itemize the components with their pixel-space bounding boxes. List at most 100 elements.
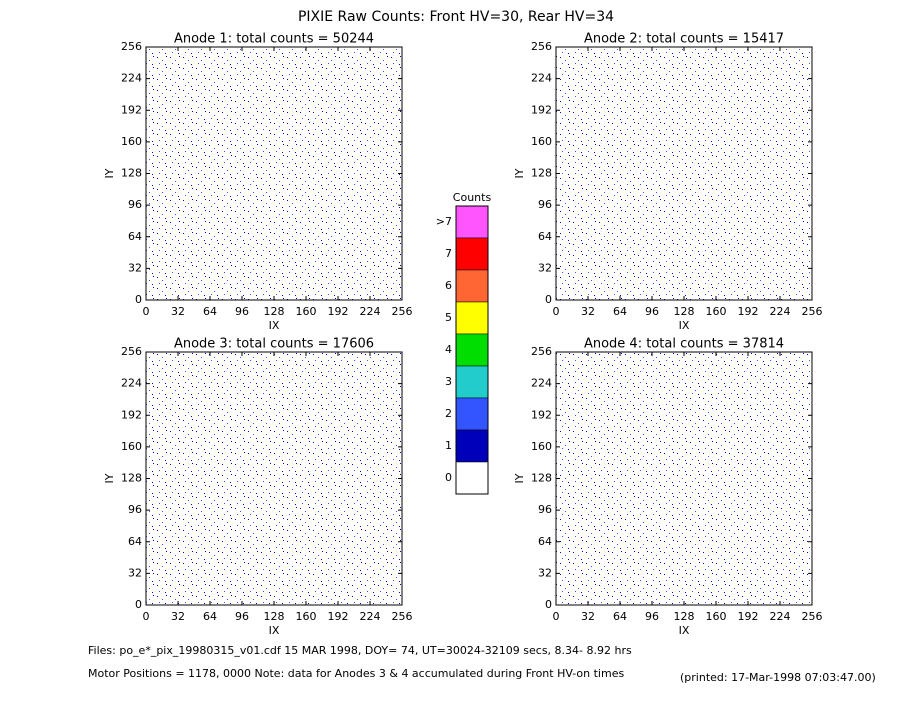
colorbar-title: Counts — [453, 191, 492, 204]
colorbar-label: 2 — [445, 407, 452, 420]
colorbar-label: 5 — [445, 311, 452, 324]
y-tick-label: 224 — [531, 72, 552, 85]
x-tick-label: 96 — [235, 610, 249, 623]
y-tick-label: 160 — [121, 135, 142, 148]
y-tick-label: 64 — [128, 535, 142, 548]
x-tick-label: 224 — [770, 610, 791, 623]
panel-title: Anode 4: total counts = 37814 — [584, 337, 784, 352]
y-tick-label: 0 — [545, 598, 552, 611]
colorbar-swatch — [455, 269, 489, 303]
x-tick-label: 160 — [296, 305, 317, 318]
y-tick-label: 160 — [531, 440, 552, 453]
y-tick-label: 192 — [121, 408, 142, 421]
footer-files: Files: po_e*_pix_19980315_v01.cdf 15 MAR… — [88, 644, 632, 657]
y-tick-label: 128 — [121, 167, 142, 180]
colorbar-swatch — [455, 461, 489, 495]
x-tick-label: 160 — [706, 305, 727, 318]
x-tick-label: 0 — [143, 305, 150, 318]
y-tick-label: 64 — [538, 535, 552, 548]
heatmap — [556, 352, 812, 605]
y-tick-label: 96 — [128, 198, 142, 211]
y-tick-label: 192 — [531, 103, 552, 116]
x-tick-label: 192 — [328, 610, 349, 623]
y-axis-label: IY — [513, 168, 526, 178]
y-tick-label: 96 — [538, 503, 552, 516]
y-tick-label: 32 — [128, 566, 142, 579]
colorbar-label: >7 — [436, 215, 452, 228]
x-axis-label: IX — [679, 624, 690, 637]
x-tick-label: 0 — [553, 610, 560, 623]
colorbar-label: 4 — [445, 343, 452, 356]
y-tick-label: 0 — [545, 293, 552, 306]
footer-printed: (printed: 17-Mar-1998 07:03:47.00) — [680, 671, 876, 684]
y-tick-label: 224 — [531, 377, 552, 390]
y-tick-label: 128 — [531, 167, 552, 180]
y-tick-label: 32 — [538, 566, 552, 579]
x-tick-label: 96 — [645, 610, 659, 623]
x-tick-label: 64 — [203, 610, 217, 623]
y-axis-label: IY — [513, 473, 526, 483]
y-tick-label: 0 — [135, 598, 142, 611]
x-tick-label: 224 — [770, 305, 791, 318]
y-tick-label: 256 — [531, 345, 552, 358]
x-tick-label: 192 — [738, 305, 759, 318]
y-tick-label: 96 — [128, 503, 142, 516]
colorbar-label: 0 — [445, 471, 452, 484]
y-tick-label: 96 — [538, 198, 552, 211]
x-tick-label: 32 — [581, 305, 595, 318]
heatmap — [146, 352, 402, 605]
y-axis-label: IY — [103, 473, 116, 483]
x-tick-label: 256 — [802, 610, 823, 623]
y-tick-label: 192 — [121, 103, 142, 116]
x-tick-label: 128 — [264, 610, 285, 623]
x-tick-label: 32 — [581, 610, 595, 623]
colorbar-swatch — [455, 397, 489, 431]
panel-title: Anode 2: total counts = 15417 — [584, 32, 784, 47]
x-tick-label: 96 — [645, 305, 659, 318]
y-tick-label: 192 — [531, 408, 552, 421]
colorbar-swatch — [455, 429, 489, 463]
colorbar-swatch — [455, 365, 489, 399]
x-tick-label: 192 — [328, 305, 349, 318]
x-tick-label: 128 — [674, 305, 695, 318]
x-tick-label: 0 — [553, 305, 560, 318]
y-tick-label: 224 — [121, 72, 142, 85]
y-tick-label: 256 — [121, 40, 142, 53]
x-tick-label: 128 — [674, 610, 695, 623]
x-axis-label: IX — [679, 319, 690, 332]
x-tick-label: 0 — [143, 610, 150, 623]
x-tick-label: 224 — [360, 305, 381, 318]
x-tick-label: 64 — [203, 305, 217, 318]
x-tick-label: 256 — [392, 305, 413, 318]
figure-title: PIXIE Raw Counts: Front HV=30, Rear HV=3… — [298, 9, 614, 25]
colorbar-label: 1 — [445, 439, 452, 452]
x-tick-label: 160 — [706, 610, 727, 623]
y-axis-label: IY — [103, 168, 116, 178]
x-tick-label: 64 — [613, 610, 627, 623]
colorbar-swatch — [455, 333, 489, 367]
colorbar-label: 7 — [445, 247, 452, 260]
y-tick-label: 224 — [121, 377, 142, 390]
y-tick-label: 256 — [121, 345, 142, 358]
panel-title: Anode 1: total counts = 50244 — [174, 32, 374, 47]
colorbar-label: 6 — [445, 279, 452, 292]
y-tick-label: 0 — [135, 293, 142, 306]
colorbar-label: 3 — [445, 375, 452, 388]
y-tick-label: 32 — [128, 261, 142, 274]
x-axis-label: IX — [269, 319, 280, 332]
y-tick-label: 32 — [538, 261, 552, 274]
panel-title: Anode 3: total counts = 17606 — [174, 337, 374, 352]
x-tick-label: 192 — [738, 610, 759, 623]
x-tick-label: 256 — [392, 610, 413, 623]
x-tick-label: 32 — [171, 305, 185, 318]
footer-motor: Motor Positions = 1178, 0000 Note: data … — [88, 667, 624, 680]
y-tick-label: 64 — [538, 230, 552, 243]
y-tick-label: 64 — [128, 230, 142, 243]
colorbar-frame — [455, 205, 489, 495]
x-tick-label: 64 — [613, 305, 627, 318]
x-tick-label: 160 — [296, 610, 317, 623]
y-tick-label: 160 — [121, 440, 142, 453]
y-tick-label: 128 — [531, 472, 552, 485]
colorbar-swatch — [455, 205, 489, 239]
